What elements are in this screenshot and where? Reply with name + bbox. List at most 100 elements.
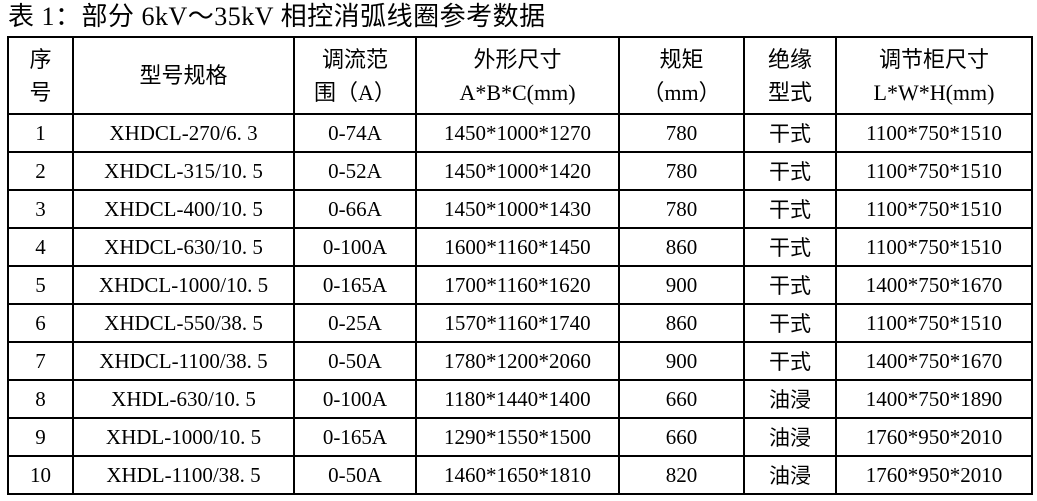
table-cell-serial-number: 2	[7, 151, 74, 191]
table-cell-model-spec: XHDCL-1100/38. 5	[72, 341, 295, 381]
table-cell-cabinet-dimensions: 1400*750*1890	[835, 379, 1033, 419]
table-cell-gauge-mm: 780	[618, 189, 745, 229]
table-cell-serial-number: 8	[7, 379, 74, 419]
table-cell-model-spec: XHDL-1000/10. 5	[72, 417, 295, 457]
table-cell-gauge-mm: 660	[618, 417, 745, 457]
table-cell-serial-number: 9	[7, 417, 74, 457]
table-cell-cabinet-dimensions: 1760*950*2010	[835, 455, 1033, 495]
table-cell-cabinet-dimensions: 1100*750*1510	[835, 227, 1033, 267]
table-cell-model-spec: XHDCL-550/38. 5	[72, 303, 295, 343]
header-line: 序	[29, 46, 52, 72]
table-cell-overall-dimensions: 1700*1160*1620	[415, 265, 620, 305]
table-cell-gauge-mm: 660	[618, 379, 745, 419]
table-row: 10 XHDL-1100/38. 5 0-50A 1460*1650*1810 820 油…	[7, 455, 1033, 495]
table-cell-serial-number: 6	[7, 303, 74, 343]
table-cell-serial-number: 5	[7, 265, 74, 305]
table-cell-model-spec: XHDCL-630/10. 5	[72, 227, 295, 267]
column-header-cabinet-dimensions: 调节柜尺寸 L*W*H(mm)	[835, 36, 1033, 115]
table-body: 1 XHDCL-270/6. 3 0-74A 1450*1000*1270 780 干式 1…	[7, 113, 1033, 495]
table-cell-cabinet-dimensions: 1100*750*1510	[835, 151, 1033, 191]
table-cell-overall-dimensions: 1290*1550*1500	[415, 417, 620, 457]
table-cell-overall-dimensions: 1450*1000*1420	[415, 151, 620, 191]
table-row: 8 XHDL-630/10. 5 0-100A 1180*1440*1400 660 油浸…	[7, 379, 1033, 419]
table-cell-gauge-mm: 820	[618, 455, 745, 495]
header-line: L*W*H(mm)	[873, 79, 995, 105]
table-cell-overall-dimensions: 1600*1160*1450	[415, 227, 620, 267]
table-cell-insulation-type: 油浸	[743, 455, 837, 495]
table-cell-current-range: 0-50A	[293, 455, 417, 495]
table-cell-model-spec: XHDCL-315/10. 5	[72, 151, 295, 191]
header-line: 型号规格	[139, 63, 228, 88]
table-cell-current-range: 0-100A	[293, 379, 417, 419]
header-row: 序号型号规格 调流范 围（A） 外形尺寸 A*B*C(mm) 规矩 （mm） 绝缘 型式 调节柜尺…	[7, 36, 1033, 115]
table-cell-overall-dimensions: 1460*1650*1810	[415, 455, 620, 495]
column-header-overall-dimensions: 外形尺寸 A*B*C(mm)	[415, 36, 620, 115]
table-cell-insulation-type: 油浸	[743, 417, 837, 457]
table-row: 9 XHDL-1000/10. 5 0-165A 1290*1550*1500 660 油…	[7, 417, 1033, 457]
table-cell-cabinet-dimensions: 1100*750*1510	[835, 189, 1033, 229]
table-row: 5 XHDCL-1000/10. 5 0-165A 1700*1160*1620 900…	[7, 265, 1033, 305]
header-line: 围（A）	[314, 79, 396, 105]
header-line: 调流范	[321, 46, 388, 72]
table-row: 1 XHDCL-270/6. 3 0-74A 1450*1000*1270 780 干式 1…	[7, 113, 1033, 153]
table-cell-current-range: 0-66A	[293, 189, 417, 229]
table-cell-overall-dimensions: 1450*1000*1270	[415, 113, 620, 153]
table-cell-current-range: 0-74A	[293, 113, 417, 153]
header-line: 外形尺寸	[473, 46, 562, 72]
table-cell-insulation-type: 干式	[743, 151, 837, 191]
table-cell-insulation-type: 干式	[743, 227, 837, 267]
header-line: 型式	[767, 79, 812, 105]
table-cell-model-spec: XHDCL-400/10. 5	[72, 189, 295, 229]
table-cell-current-range: 0-100A	[293, 227, 417, 267]
table-cell-insulation-type: 干式	[743, 189, 837, 229]
table-cell-cabinet-dimensions: 1760*950*2010	[835, 417, 1033, 457]
column-header-model-spec: 型号规格	[72, 36, 295, 115]
table-cell-model-spec: XHDL-1100/38. 5	[72, 455, 295, 495]
table-cell-current-range: 0-50A	[293, 341, 417, 381]
table-cell-overall-dimensions: 1570*1160*1740	[415, 303, 620, 343]
table-row: 2 XHDCL-315/10. 5 0-52A 1450*1000*1420 780 干式…	[7, 151, 1033, 191]
table-cell-cabinet-dimensions: 1400*750*1670	[835, 341, 1033, 381]
table-row: 6 XHDCL-550/38. 5 0-25A 1570*1160*1740 860 干式…	[7, 303, 1033, 343]
header-line: 调节柜尺寸	[878, 46, 989, 72]
table-cell-current-range: 0-165A	[293, 265, 417, 305]
table-row: 7 XHDCL-1100/38. 5 0-50A 1780*1200*2060 900 干…	[7, 341, 1033, 381]
column-header-current-range: 调流范围（A）	[293, 36, 417, 115]
header-line: 号	[29, 79, 52, 105]
table-cell-gauge-mm: 780	[618, 151, 745, 191]
table-cell-overall-dimensions: 1180*1440*1400	[415, 379, 620, 419]
table-cell-insulation-type: 干式	[743, 303, 837, 343]
table-row: 3 XHDCL-400/10. 5 0-66A 1450*1000*1430 780 干式…	[7, 189, 1033, 229]
table-cell-serial-number: 7	[7, 341, 74, 381]
table-cell-serial-number: 10	[7, 455, 74, 495]
table-cell-current-range: 0-25A	[293, 303, 417, 343]
table-cell-insulation-type: 干式	[743, 113, 837, 153]
table-cell-serial-number: 1	[7, 113, 74, 153]
header-line: 规矩	[659, 46, 704, 72]
table-cell-insulation-type: 干式	[743, 265, 837, 305]
table-cell-serial-number: 3	[7, 189, 74, 229]
header-line: 绝缘	[767, 46, 812, 72]
table-cell-gauge-mm: 900	[618, 341, 745, 381]
table-title: 表 1：部分 6kV～35kV 相控消弧线圈参考数据	[8, 2, 546, 31]
table-cell-model-spec: XHDCL-270/6. 3	[72, 113, 295, 153]
table-cell-cabinet-dimensions: 1100*750*1510	[835, 303, 1033, 343]
table-cell-gauge-mm: 860	[618, 303, 745, 343]
column-header-insulation-type: 绝缘 型式	[743, 36, 837, 115]
table-cell-insulation-type: 干式	[743, 341, 837, 381]
table-header: 序号型号规格 调流范 围（A） 外形尺寸 A*B*C(mm) 规矩 （mm） 绝缘 型式 调节柜尺…	[7, 36, 1033, 115]
table-cell-overall-dimensions: 1450*1000*1430	[415, 189, 620, 229]
column-header-serial-number: 序号	[7, 36, 74, 115]
column-header-gauge-mm: 规矩 （mm）	[618, 36, 745, 115]
table-cell-current-range: 0-165A	[293, 417, 417, 457]
header-line: （mm）	[642, 79, 721, 105]
table-cell-gauge-mm: 780	[618, 113, 745, 153]
header-line: A*B*C(mm)	[459, 79, 576, 105]
table-cell-model-spec: XHDL-630/10. 5	[72, 379, 295, 419]
table-row: 4 XHDCL-630/10. 5 0-100A 1600*1160*1450 860 干…	[7, 227, 1033, 267]
table-cell-gauge-mm: 860	[618, 227, 745, 267]
table-cell-cabinet-dimensions: 1400*750*1670	[835, 265, 1033, 305]
table-cell-gauge-mm: 900	[618, 265, 745, 305]
table-cell-serial-number: 4	[7, 227, 74, 267]
